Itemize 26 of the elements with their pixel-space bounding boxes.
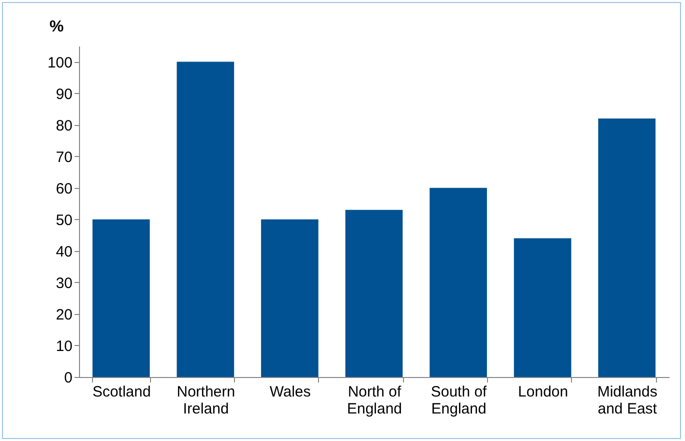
y-tick-label: 90 [56, 86, 72, 103]
bar [345, 210, 403, 377]
x-tick-label: Midlands and East [597, 384, 658, 418]
y-tick-label: 0 [64, 370, 72, 386]
y-tick-label: 40 [56, 243, 72, 260]
y-axis-title: % [50, 18, 64, 36]
y-tick-label: 70 [56, 148, 72, 166]
x-tick-label: North of England [346, 384, 402, 418]
y-tick-label: 80 [56, 117, 72, 134]
y-tick-label: 50 [56, 212, 72, 229]
bar [92, 219, 150, 377]
y-tick-label: 60 [56, 180, 72, 198]
bar [598, 118, 656, 377]
x-tick-label: Wales [270, 384, 311, 400]
bar [514, 238, 572, 377]
bar [261, 219, 318, 377]
bar [176, 62, 234, 377]
bar [430, 188, 487, 377]
x-tick-label: London [518, 384, 568, 400]
y-tick-label: 30 [56, 274, 72, 292]
x-tick-label: Scotland [92, 384, 151, 400]
x-tick-label: Northern Ireland [176, 384, 236, 418]
x-tick-label: South of England [430, 384, 488, 418]
y-tick-label: 20 [56, 306, 72, 324]
y-tick-label: 100 [47, 54, 72, 72]
y-tick-label: 10 [56, 338, 72, 355]
